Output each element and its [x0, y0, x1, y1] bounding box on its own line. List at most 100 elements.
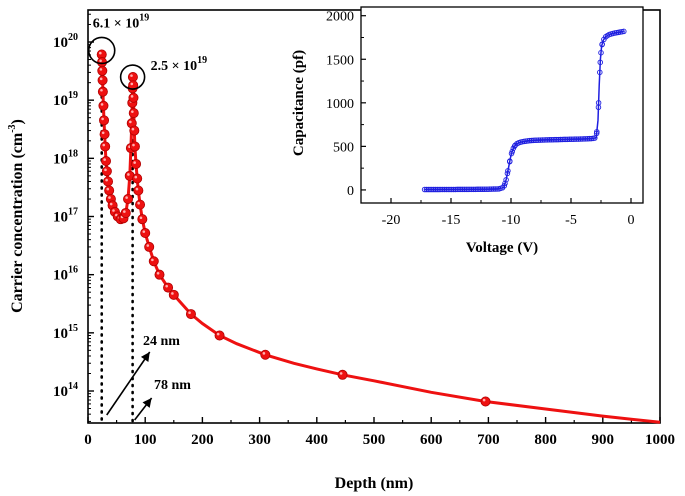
y-tick-label: 1014 [53, 381, 78, 400]
inset-x-tick-label: -5 [565, 213, 577, 228]
depth1-label: 24 nm [143, 334, 180, 349]
x-tick-label: 400 [306, 432, 329, 448]
main-data-point [337, 369, 348, 380]
inset-data-point [503, 177, 509, 183]
inset-data-point [568, 136, 575, 142]
depth2-arrow [133, 397, 153, 421]
main-x-axis-title: Depth (nm) [335, 475, 414, 492]
inset-data-point [530, 137, 537, 144]
inset-data-point [458, 186, 464, 193]
inset-data-point [490, 186, 497, 192]
main-data-point-highlight [108, 196, 111, 199]
x-tick-label: 300 [248, 432, 271, 448]
inset-data-point [597, 69, 603, 76]
main-data-point-highlight [165, 284, 168, 288]
inset-data-point [429, 186, 435, 193]
inset-data-point [566, 136, 573, 143]
main-data-point-highlight [139, 216, 143, 220]
inset-data-point [501, 183, 508, 189]
main-data-point-highlight [130, 95, 134, 98]
main-data-point-highlight [171, 292, 174, 295]
main-data-point [98, 100, 109, 111]
main-data-point [185, 309, 196, 320]
main-data-point [97, 75, 108, 86]
peak1-value-label: 6.1 × 1019 [93, 12, 149, 31]
main-data-point [128, 92, 139, 103]
main-data-point [97, 57, 108, 68]
main-chart: 0 100 200 300 400 500 600 700 800 900 1000 1014 1015… [7, 9, 675, 492]
inset-data-point [465, 186, 471, 193]
inset-data-point [488, 186, 495, 192]
main-data-point [128, 108, 139, 119]
x-tick-label: 600 [420, 432, 443, 448]
inset-x-axis-title: Voltage (V) [466, 240, 538, 256]
depth2-label: 78 nm [154, 378, 191, 393]
x-tick-label: 0 [84, 432, 92, 448]
main-y-axis-title: Carrier concentration (cm-3) [7, 119, 26, 313]
y-axis-title-end: ) [9, 119, 26, 124]
y-tick-label: 1016 [53, 265, 78, 284]
inset-data-point [421, 186, 428, 193]
inset-data-point [456, 186, 462, 193]
main-markers [96, 49, 491, 407]
main-data-point [104, 185, 115, 196]
main-data-point-highlight [99, 59, 102, 63]
inset-data-point [443, 186, 450, 193]
inset-data-point [573, 136, 580, 142]
inset-data-point [452, 186, 459, 193]
inset-data-point [474, 186, 480, 193]
inset-data-point [441, 186, 448, 193]
main-data-point-highlight [100, 103, 104, 106]
inset-data-point [454, 186, 460, 193]
inset-data-point [555, 136, 562, 143]
inset-data-point [468, 186, 475, 193]
inset-data-point [597, 59, 604, 66]
inset-plot-frame [360, 6, 644, 204]
inset-data-point [554, 136, 560, 143]
inset-y-tick-label: 1500 [326, 53, 354, 68]
main-data-point [97, 65, 108, 76]
inset-data-point [504, 170, 511, 177]
inset-data-point [436, 186, 442, 193]
inset-data-point [463, 186, 470, 193]
inset-data-point [467, 186, 473, 193]
inset-data-point [449, 186, 455, 193]
main-data-point-highlight [99, 77, 103, 81]
main-data-point-highlight [151, 258, 154, 262]
main-data-point [168, 289, 179, 300]
inset-data-point [472, 186, 479, 193]
y-tick-label: 1018 [53, 148, 78, 167]
inset-data-point [477, 186, 484, 193]
inset-data-point [588, 135, 594, 142]
inset-data-point [494, 186, 500, 192]
inset-data-point [479, 186, 486, 193]
inset-data-point [570, 136, 576, 142]
main-data-point [123, 193, 134, 204]
inset-data-point [584, 136, 591, 142]
y-axis-title-text: Carrier concentration (cm [9, 132, 26, 313]
main-data-point [148, 256, 159, 267]
inset-data-point [535, 137, 542, 143]
main-annotations: 6.1 × 1019 2.5 × 1019 24 nm 78 nm [87, 12, 207, 421]
main-data-point-highlight [112, 209, 115, 212]
inset-data-point [621, 28, 627, 35]
inset-data-point [505, 168, 511, 174]
main-data-point [133, 185, 144, 196]
main-data-point-highlight [134, 175, 138, 179]
main-data-point [129, 141, 140, 152]
inset-data-point [550, 136, 556, 143]
inset-data-point [430, 186, 437, 193]
inset-data-point [581, 136, 587, 142]
inset-data-point [575, 136, 582, 142]
x-tick-label: 500 [363, 432, 386, 448]
main-data-point-highlight [100, 88, 103, 92]
inset-data-point [425, 186, 431, 193]
main-data-point [99, 129, 110, 140]
main-data-point [99, 115, 110, 126]
x-tick-label: 200 [191, 432, 214, 448]
inset-data-point [485, 186, 491, 192]
inset-data-point [599, 41, 605, 47]
inset-data-point [592, 135, 598, 141]
inset-data-point [509, 148, 515, 155]
main-data-point-highlight [132, 143, 135, 147]
